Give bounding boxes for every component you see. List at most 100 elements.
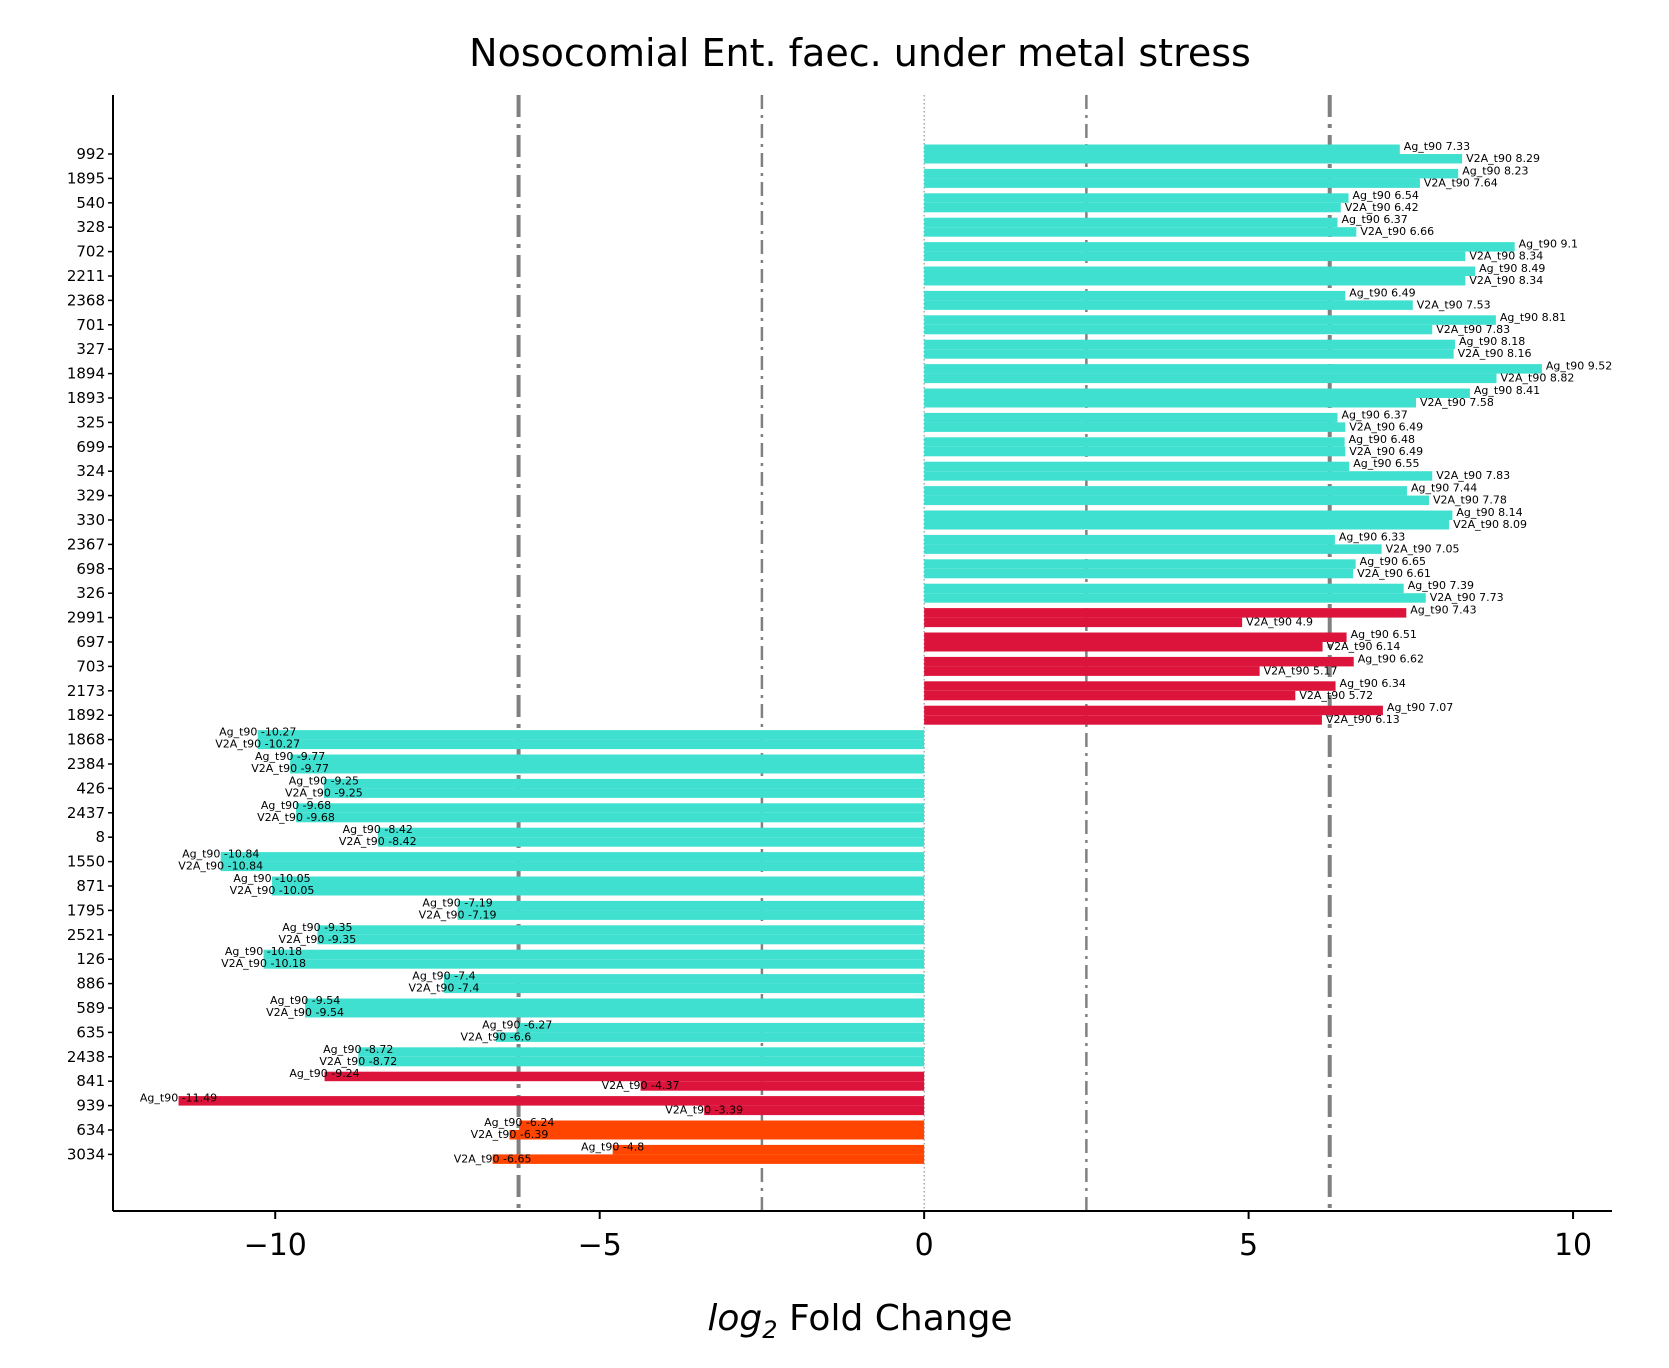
bar-label-v2a-t90: V2A_t90 6.61 xyxy=(1357,567,1431,580)
y-tick-label: 2521 xyxy=(67,926,105,944)
bar-label-ag-t90: Ag_t90 -6.24 xyxy=(484,1116,554,1129)
bar-v2a-t90 xyxy=(924,642,1323,652)
axes xyxy=(112,95,1612,1212)
bar-ag-t90 xyxy=(924,632,1347,642)
bar-label-v2a-t90: V2A_t90 8.82 xyxy=(1500,372,1574,385)
bar-label-v2a-t90: V2A_t90 6.49 xyxy=(1349,445,1423,458)
y-tick-label: 697 xyxy=(76,633,105,651)
bar-label-ag-t90: Ag_t90 9.1 xyxy=(1519,238,1578,251)
bar-v2a-t90 xyxy=(924,324,1433,335)
bar-v2a-t90 xyxy=(263,959,925,969)
bar-ag-t90 xyxy=(924,559,1356,569)
bar-label-ag-t90: Ag_t90 8.49 xyxy=(1479,262,1545,275)
bar-label-v2a-t90: V2A_t90 7.64 xyxy=(1424,176,1498,189)
bar-label-v2a-t90: V2A_t90 -7.4 xyxy=(409,982,480,995)
bar-label-ag-t90: Ag_t90 6.51 xyxy=(1351,628,1417,641)
bar-label-ag-t90: Ag_t90 6.54 xyxy=(1353,189,1419,202)
bar-label-ag-t90: Ag_t90 8.23 xyxy=(1462,164,1528,177)
y-tick-label: 327 xyxy=(76,340,105,358)
bar-label-v2a-t90: V2A_t90 7.78 xyxy=(1433,494,1507,507)
y-tick-label: 8 xyxy=(95,828,105,846)
bar-v2a-t90 xyxy=(924,349,1454,359)
bar-v2a-t90 xyxy=(220,861,925,872)
bar-ag-t90 xyxy=(220,852,925,862)
bar-v2a-t90 xyxy=(305,1008,925,1018)
y-tick-label: 324 xyxy=(76,462,105,480)
bar-label-v2a-t90: V2A_t90 5.72 xyxy=(1299,689,1373,702)
bar-label-ag-t90: Ag_t90 8.14 xyxy=(1456,506,1522,519)
bar-v2a-t90 xyxy=(924,471,1433,481)
x-tick-label: −10 xyxy=(244,1228,307,1263)
bar-ag-t90 xyxy=(924,290,1346,301)
bar-label-ag-t90: Ag_t90 -6.27 xyxy=(482,1018,552,1031)
bar-v2a-t90 xyxy=(492,1154,925,1164)
x-tick-label: −5 xyxy=(578,1228,622,1263)
bar-ag-t90 xyxy=(924,656,1354,667)
y-tick-label: 886 xyxy=(76,975,105,993)
bar-v2a-t90 xyxy=(924,178,1420,188)
bar-ag-t90 xyxy=(924,534,1335,545)
bar-label-v2a-t90: V2A_t90 6.42 xyxy=(1345,201,1419,214)
y-tick-label: 2211 xyxy=(67,267,105,285)
bar-ag-t90 xyxy=(290,754,925,764)
bar-label-v2a-t90: V2A_t90 -6.6 xyxy=(460,1030,531,1043)
bar-v2a-t90 xyxy=(924,276,1466,286)
bar-label-v2a-t90: V2A_t90 -10.27 xyxy=(215,738,300,751)
bar-label-ag-t90: Ag_t90 7.33 xyxy=(1404,140,1470,153)
bar-ag-t90 xyxy=(924,705,1383,716)
bar-v2a-t90 xyxy=(377,837,925,847)
bar-ag-t90 xyxy=(323,778,925,789)
bar-v2a-t90 xyxy=(924,202,1341,213)
bar-label-ag-t90: Ag_t90 9.52 xyxy=(1546,360,1612,373)
bar-v2a-t90 xyxy=(924,422,1346,432)
bar-label-ag-t90: Ag_t90 -9.24 xyxy=(289,1067,359,1080)
bar-label-v2a-t90: V2A_t90 -7.19 xyxy=(419,908,497,921)
y-tick-label: 841 xyxy=(76,1072,105,1090)
bar-ag-t90 xyxy=(924,510,1453,520)
bar-label-ag-t90: Ag_t90 8.81 xyxy=(1500,311,1566,324)
bar-ag-t90 xyxy=(924,388,1470,398)
bar-ag-t90 xyxy=(924,193,1349,203)
bar-label-v2a-t90: V2A_t90 -9.35 xyxy=(278,933,356,946)
bar-v2a-t90 xyxy=(924,300,1413,310)
x-axis-label-log: log xyxy=(707,1298,762,1339)
y-tick-label: 326 xyxy=(76,584,105,602)
bar-ag-t90 xyxy=(924,339,1455,350)
bar-ag-t90 xyxy=(305,998,925,1008)
y-tick-label: 703 xyxy=(76,657,105,675)
bar-ag-t90 xyxy=(924,364,1542,374)
bar-ag-t90 xyxy=(612,1144,925,1155)
bar-ag-t90 xyxy=(517,1022,925,1033)
bar-label-ag-t90: Ag_t90 7.07 xyxy=(1387,701,1453,714)
bar-v2a-t90 xyxy=(924,520,1450,530)
bar-label-v2a-t90: V2A_t90 6.14 xyxy=(1327,640,1401,653)
y-tick-label: 426 xyxy=(76,779,105,797)
bar-label-ag-t90: Ag_t90 -9.35 xyxy=(282,921,352,934)
y-tick-labels: 992 1895 540 328 702 2211 2368 701 327 1894 1893 32… xyxy=(67,145,113,1163)
bar-label-ag-t90: Ag_t90 7.39 xyxy=(1408,579,1474,592)
bar-label-ag-t90: Ag_t90 8.41 xyxy=(1474,384,1540,397)
bar-label-v2a-t90: V2A_t90 7.83 xyxy=(1436,469,1510,482)
y-tick-label: 992 xyxy=(76,145,105,163)
bar-label-ag-t90: Ag_t90 6.55 xyxy=(1353,457,1419,470)
x-tick-labels: −10 −5 0 5 10 xyxy=(244,1211,1592,1263)
x-axis-label: log2 Fold Change xyxy=(707,1298,1012,1344)
bar-v2a-t90 xyxy=(924,568,1354,579)
bar-ag-t90 xyxy=(924,486,1407,496)
bar-ag-t90 xyxy=(324,1071,925,1082)
bar-v2a-t90 xyxy=(924,251,1466,262)
y-tick-label: 3034 xyxy=(67,1145,105,1163)
bar-v2a-t90 xyxy=(323,788,925,798)
bar-ag-t90 xyxy=(924,217,1338,228)
bar-label-v2a-t90: V2A_t90 8.34 xyxy=(1469,274,1543,287)
bar-label-v2a-t90: V2A_t90 -10.05 xyxy=(230,884,315,897)
y-tick-label: 634 xyxy=(76,1121,105,1139)
bar-v2a-t90 xyxy=(924,495,1430,506)
bar-label-v2a-t90: V2A_t90 8.09 xyxy=(1453,518,1527,531)
y-tick-label: 2437 xyxy=(67,804,105,822)
bar-label-v2a-t90: V2A_t90 8.16 xyxy=(1458,347,1532,360)
bar-label-v2a-t90: V2A_t90 6.13 xyxy=(1326,713,1400,726)
bar-label-ag-t90: Ag_t90 -9.68 xyxy=(261,799,331,812)
bar-ag-t90 xyxy=(924,315,1496,325)
